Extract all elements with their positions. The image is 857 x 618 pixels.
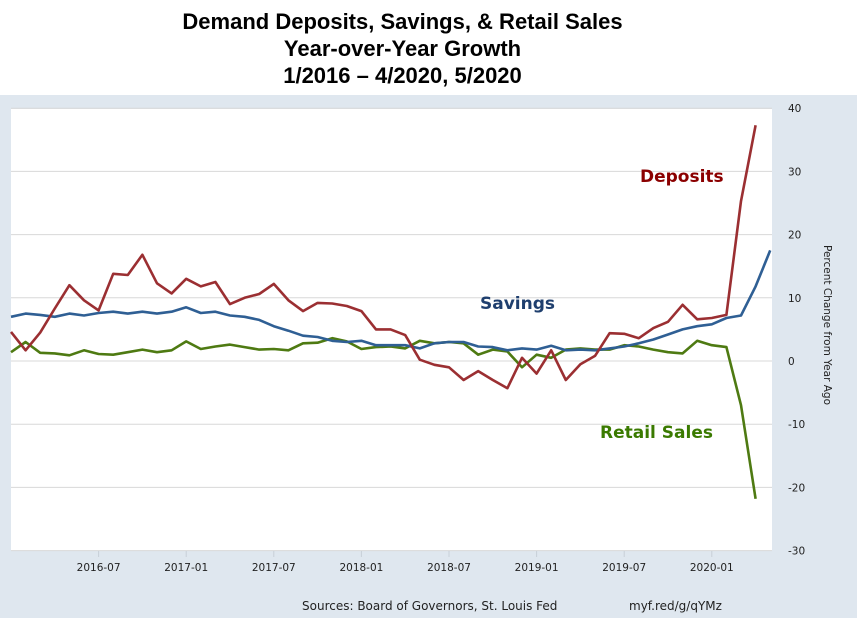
y-axis-label: Percent Change from Year Ago bbox=[821, 245, 833, 405]
x-tick-label: 2018-07 bbox=[427, 562, 471, 574]
annotation-savings: Savings bbox=[480, 294, 555, 314]
annotation-deposits: Deposits bbox=[640, 167, 724, 187]
y-tick-label: 30 bbox=[788, 166, 801, 178]
series-line-deposits bbox=[9, 125, 757, 390]
x-tick-label: 2019-07 bbox=[602, 562, 646, 574]
x-tick-label: 2020-01 bbox=[690, 562, 734, 574]
x-tick-label: 2017-07 bbox=[252, 562, 296, 574]
y-tick-label: 20 bbox=[788, 230, 801, 242]
chart-title-block: Demand Deposits, Savings, & Retail Sales… bbox=[0, 0, 857, 95]
sources-note: Sources: Board of Governors, St. Louis F… bbox=[302, 599, 558, 613]
y-tick-label: 40 bbox=[788, 103, 801, 115]
chart-title: Demand Deposits, Savings, & Retail Sales bbox=[182, 9, 623, 34]
x-tick-label: 2018-01 bbox=[339, 562, 383, 574]
y-tick-label: -20 bbox=[788, 482, 805, 494]
chart-subtitle: Year-over-Year Growth bbox=[283, 36, 522, 61]
x-tick-label: 2016-07 bbox=[77, 562, 121, 574]
y-tick-label: 10 bbox=[788, 293, 801, 305]
x-tick-label: 2019-01 bbox=[515, 562, 559, 574]
y-tick-label: -10 bbox=[788, 419, 805, 431]
source-url[interactable]: myf.red/g/qYMz bbox=[629, 599, 722, 613]
series-line-savings bbox=[10, 249, 772, 352]
annotation-retail-sales: Retail Sales bbox=[600, 423, 713, 443]
y-tick-label: 0 bbox=[788, 356, 795, 368]
y-tick-label: -30 bbox=[788, 546, 805, 558]
x-tick-label: 2017-01 bbox=[164, 562, 208, 574]
chart-date-range: 1/2016 – 4/2020, 5/2020 bbox=[283, 63, 522, 88]
